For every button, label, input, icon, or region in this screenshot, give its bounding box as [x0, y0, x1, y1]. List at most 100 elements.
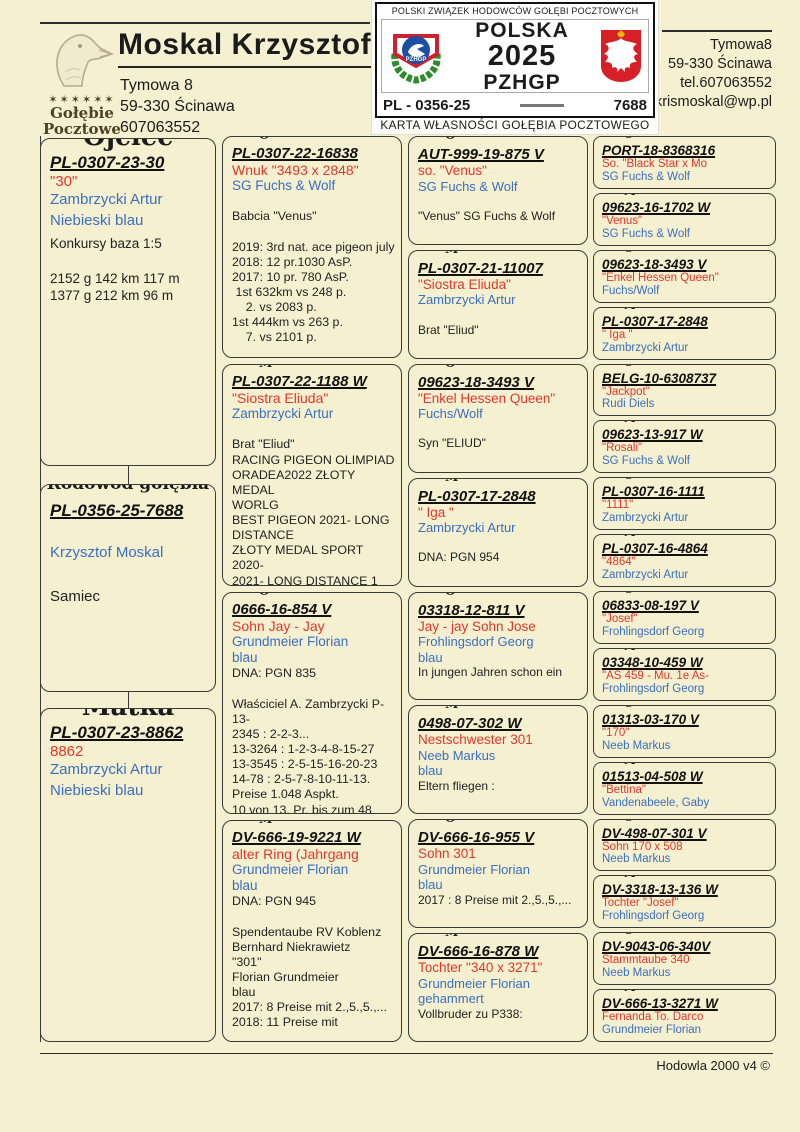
pigeon-name: "Venus"	[602, 214, 643, 227]
pigeon-name: Nestschwester 301	[418, 732, 533, 748]
info-lines: Vollbruder zu P338:	[418, 1006, 523, 1021]
info-lines: Eltern fliegen :	[418, 779, 495, 794]
pigeon-name: Tochter "Josef"	[602, 897, 679, 910]
breeder-name: Moskal Krzysztof	[118, 28, 374, 68]
sex-label: M	[618, 535, 642, 540]
ring-number: 0666-16-854 V	[232, 601, 332, 618]
connector-subject-mother	[128, 692, 129, 708]
info-lines: Syn "ELIUD"	[418, 436, 486, 451]
header-rule-right	[662, 30, 772, 32]
ring-number: DV-666-13-3271 W	[602, 996, 718, 1012]
ring-number: PL-0307-17-2848	[418, 487, 536, 505]
great-great-grandparents-column: O PORT-18-8368316 So. "Black Star x Mo S…	[593, 136, 776, 1042]
sex-label: M	[618, 762, 642, 767]
ring-number: DV-498-07-301 V	[602, 825, 707, 841]
pigeon-box: O 09623-18-3493 V "Enkel Hessen Queen" F…	[593, 249, 776, 303]
owner-lines: Grundmeier Florian gehammert	[418, 975, 530, 1007]
badge-inner: PZHGP POLSKA 2025 PZHGP	[381, 19, 649, 93]
badge-ring-number: 7688	[613, 97, 647, 114]
federation-title: POLSKI ZWIĄZEK HODOWCÓW GOŁĘBI POCZTOWYC…	[391, 6, 639, 16]
badge-year-block: POLSKA 2025 PZHGP	[475, 20, 569, 93]
pigeon-box: M DV-666-16-878 W Tochter "340 x 3271" G…	[408, 933, 588, 1042]
ring-number: DV-666-16-955 V	[418, 829, 535, 847]
owner-lines: Grundmeier Florian blau	[232, 634, 349, 666]
pigeon-box: M PL-0307-21-11007 "Siostra Eliuda" Zamb…	[408, 249, 588, 359]
info-lines: Babcia "Venus" 2019: 3rd nat. ace pigeon…	[232, 209, 395, 345]
subject-title: Rodowód gołębia	[41, 485, 215, 494]
pigeon-box: M PL-0307-16-4864 "4864" Zambrzycki Artu…	[593, 534, 776, 587]
ring-number: PL-0307-17-2848	[602, 313, 708, 329]
pigeon-box: M DV-3318-13-136 W Tochter "Josef" Frohl…	[593, 875, 776, 929]
pigeon-box: M 0498-07-302 W Nestschwester 301 Neeb M…	[408, 705, 588, 815]
contact-address: Tymowa8 59-330 Ścinawa tel.607063552 kri…	[654, 37, 772, 111]
owner-lines: Zambrzycki Artur	[418, 292, 516, 308]
owner-lines: Zambrzycki Artur	[602, 341, 689, 354]
sex-label: M	[618, 648, 642, 653]
owner-lines: Rudi Diels	[602, 398, 655, 411]
ring-number: PL-0307-16-4864	[602, 541, 708, 557]
pigeon-box: O PL-0307-16-1111 "1111" Zambrzycki Artu…	[593, 477, 776, 531]
owner-lines: SG Fuchs & Wolf	[602, 455, 690, 468]
owner-lines: SG Fuchs & Wolf	[602, 227, 690, 240]
pigeon-name: "Siostra Eliuda"	[232, 390, 329, 406]
ring-number: 09623-13-917 W	[602, 427, 703, 443]
ring-number: DV-666-19-9221 W	[232, 829, 361, 846]
ring-number: PL-0307-23-30	[50, 153, 165, 172]
pigeon-box: M PL-0307-17-2848 " Iga " Zambrzycki Art…	[593, 306, 776, 360]
owner-lines: Fuchs/Wolf	[418, 406, 483, 422]
pigeon-name: So. "Black Star x Mo	[602, 158, 708, 170]
owner-lines: Neeb Markus blau	[418, 747, 496, 779]
pigeon-name: so. "Venus"	[418, 163, 487, 178]
pigeon-box: O 09623-18-3493 V "Enkel Hessen Queen" F…	[408, 363, 588, 473]
mother-title: Matka	[73, 709, 183, 722]
pigeon-name: "30"	[50, 173, 78, 190]
logo-stars: ✶✶✶✶✶✶	[48, 94, 116, 106]
sex-label: O	[618, 591, 640, 596]
pigeon-name: Wnuk "3493 x 2848"	[232, 162, 359, 178]
pigeon-name: Jay - jay Sohn Jose	[418, 618, 536, 634]
owner-lines: Grundmeier Florian blau	[418, 861, 530, 893]
sex-label: O	[437, 136, 464, 142]
pigeon-name: 8862	[50, 743, 84, 760]
sex-label: O	[618, 250, 640, 255]
ring-number: DV-9043-06-340V	[602, 939, 711, 955]
ring-number: PL-0307-21-11007	[418, 259, 543, 277]
owner-lines: Neeb Markus	[602, 853, 671, 866]
logo-words: Gołębie Pocztowe	[43, 104, 121, 138]
pigeon-name: " Iga "	[418, 504, 454, 520]
ring-number: 03318-12-811 V	[418, 601, 525, 619]
owner-lines: Zambrzycki Artur Niebieski blau	[50, 191, 163, 229]
pigeon-box: M PL-0307-22-1188 W "Siostra Eliuda" Zam…	[222, 364, 402, 586]
pigeon-head-sketch-icon	[56, 34, 115, 87]
ring-number: PORT-18-8368316	[602, 143, 716, 158]
badge-org-short: PZHGP	[483, 70, 561, 94]
owner-lines: Zambrzycki Artur	[232, 406, 334, 422]
ring-number: DV-666-16-878 W	[418, 943, 539, 961]
pigeon-name: Sohn 301	[418, 846, 476, 862]
sex-label: M	[437, 250, 467, 256]
poland-eagle-icon	[600, 30, 641, 82]
sex-label: M	[618, 421, 642, 426]
grandparents-column: O PL-0307-22-16838 Wnuk "3493 x 2848" SG…	[222, 136, 402, 1042]
ring-number: PL-0307-16-1111	[602, 484, 705, 500]
pigeon-box: M 09623-13-917 W "Rosali" SG Fuchs & Wol…	[593, 420, 776, 474]
sex-label: M	[437, 934, 467, 940]
owner-lines: Vandenabeele, Gaby	[602, 796, 710, 809]
badge-ring-row: PL - 0356-25 7688	[383, 97, 647, 114]
owner-lines: Fuchs/Wolf	[602, 284, 660, 297]
pigeon-box: O DV-498-07-301 V Sohn 170 x 508 Neeb Ma…	[593, 818, 776, 872]
owner-lines: Frohlingsdorf Georg	[602, 910, 705, 923]
owner-lines: SG Fuchs & Wolf	[232, 178, 336, 194]
owner-lines: Frohlingsdorf Georg	[602, 625, 705, 638]
info-lines: Brat "Eliud"	[418, 322, 479, 337]
pigeon-box: O PORT-18-8368316 So. "Black Star x Mo S…	[593, 136, 776, 189]
pigeon-box: O 03318-12-811 V Jay - jay Sohn Jose Fro…	[408, 591, 588, 701]
pigeon-name: "Bettina"	[602, 783, 646, 796]
sex-label: O	[618, 364, 640, 369]
badge-year: 2025	[487, 39, 557, 72]
ring-number: PL-0307-22-16838	[232, 145, 358, 162]
sex-label: O	[251, 137, 278, 142]
pigeon-box: O 01313-03-170 V "170" Neeb Markus	[593, 704, 776, 758]
ring-number: BELG-10-6308737	[602, 370, 717, 386]
